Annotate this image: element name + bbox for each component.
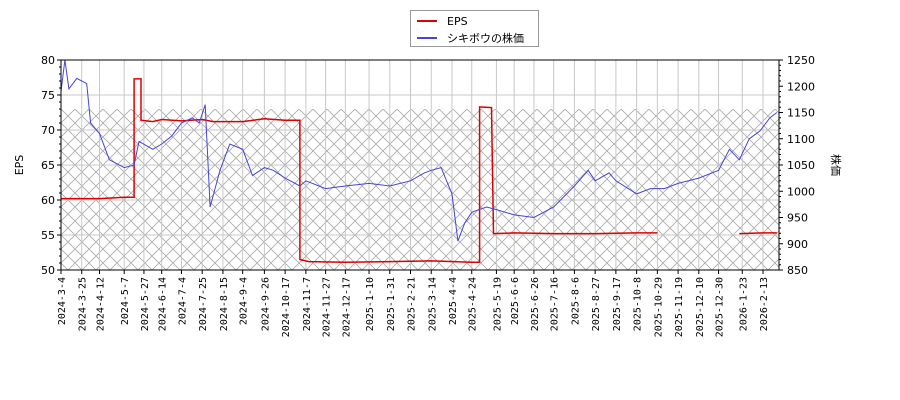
left-tick-label: 65 — [41, 159, 55, 172]
x-tick-label: 2024-3-4 — [57, 277, 68, 325]
x-tick-label: 2025-10-29 — [653, 277, 664, 337]
price-swatch — [417, 37, 437, 39]
series-lines — [61, 60, 778, 264]
x-tick-label: 2025-3-14 — [427, 277, 438, 331]
x-tick-label: 2026-1-23 — [738, 277, 749, 331]
legend-label-eps: EPS — [447, 14, 468, 28]
x-tick-label: 2025-8-6 — [570, 277, 581, 325]
grid-lines — [60, 60, 779, 270]
right-axis-title: 株価 — [829, 154, 843, 176]
left-tick-label: 50 — [41, 264, 55, 277]
shaded-region — [61, 109, 779, 270]
x-tick-label: 2024-6-14 — [158, 277, 169, 331]
right-tick-label: 1100 — [787, 133, 815, 146]
x-tick-label: 2024-4-12 — [96, 277, 107, 331]
x-tick-label: 2024-7-4 — [177, 277, 188, 325]
x-tick-label: 2025-11-19 — [674, 277, 685, 337]
x-tick-label: 2024-7-25 — [198, 277, 209, 331]
x-tick-label: 2024-5-27 — [140, 277, 151, 331]
right-tick-label: 1000 — [787, 185, 815, 198]
left-tick-label: 55 — [41, 229, 55, 242]
right-tick-label: 900 — [787, 238, 808, 251]
x-tick-label: 2026-2-13 — [759, 277, 770, 331]
eps-line — [61, 78, 777, 264]
legend-item-price: シキボウの株価 — [417, 30, 524, 46]
x-tick-label: 2024-9-4 — [239, 277, 250, 325]
x-tick-label: 2024-11-7 — [302, 277, 313, 331]
x-tick-label: 2025-8-27 — [591, 277, 602, 331]
left-tick-label: 70 — [41, 124, 55, 137]
right-tick-label: 1150 — [787, 107, 815, 120]
x-tick-label: 2025-12-10 — [695, 277, 706, 337]
eps-swatch — [417, 20, 437, 22]
left-axis-title: EPS — [13, 155, 26, 176]
x-tick-label: 2025-12-30 — [715, 277, 726, 337]
x-tick-label: 2024-10-17 — [281, 277, 292, 337]
x-tick-label: 2024-11-27 — [322, 277, 333, 337]
x-tick-label: 2025-4-4 — [448, 277, 459, 325]
right-tick-label: 1250 — [787, 54, 815, 67]
x-tick-label: 2024-9-26 — [260, 277, 271, 331]
axis-ticks — [57, 59, 783, 274]
x-tick-label: 2025-1-10 — [365, 277, 376, 331]
x-tick-label: 2024-8-15 — [219, 277, 230, 331]
x-tick-label: 2025-7-16 — [550, 277, 561, 331]
axis-labels: 2024-3-4 2024-3-25 2024-4-12 2024-5-7 2024-5… — [41, 54, 815, 337]
x-tick-label: 2025-6-26 — [530, 277, 541, 331]
legend-label-price: シキボウの株価 — [447, 32, 524, 45]
x-tick-label: 2025-1-31 — [386, 277, 397, 331]
x-tick-label: 2024-12-17 — [341, 277, 352, 337]
x-tick-label: 2025-6-6 — [510, 277, 521, 325]
left-tick-label: 80 — [41, 54, 55, 67]
x-tick-label: 2024-3-25 — [78, 277, 89, 331]
x-tick-label: 2025-4-24 — [468, 277, 479, 331]
x-tick-label: 2025-9-17 — [612, 277, 623, 331]
right-tick-label: 1050 — [787, 159, 815, 172]
price-line — [61, 60, 778, 242]
right-tick-label: 1200 — [787, 80, 815, 93]
left-tick-label: 60 — [41, 194, 55, 207]
right-tick-label: 850 — [787, 264, 808, 277]
x-tick-label: 2025-10-8 — [633, 277, 644, 331]
left-tick-label: 75 — [41, 89, 55, 102]
x-tick-label: 2025-5-19 — [492, 277, 503, 331]
right-tick-label: 950 — [787, 212, 808, 225]
x-tick-label: 2025-2-21 — [407, 277, 418, 331]
legend: EPS シキボウの株価 — [410, 10, 539, 47]
legend-item-eps: EPS — [417, 13, 468, 29]
x-tick-label: 2024-5-7 — [120, 277, 131, 325]
